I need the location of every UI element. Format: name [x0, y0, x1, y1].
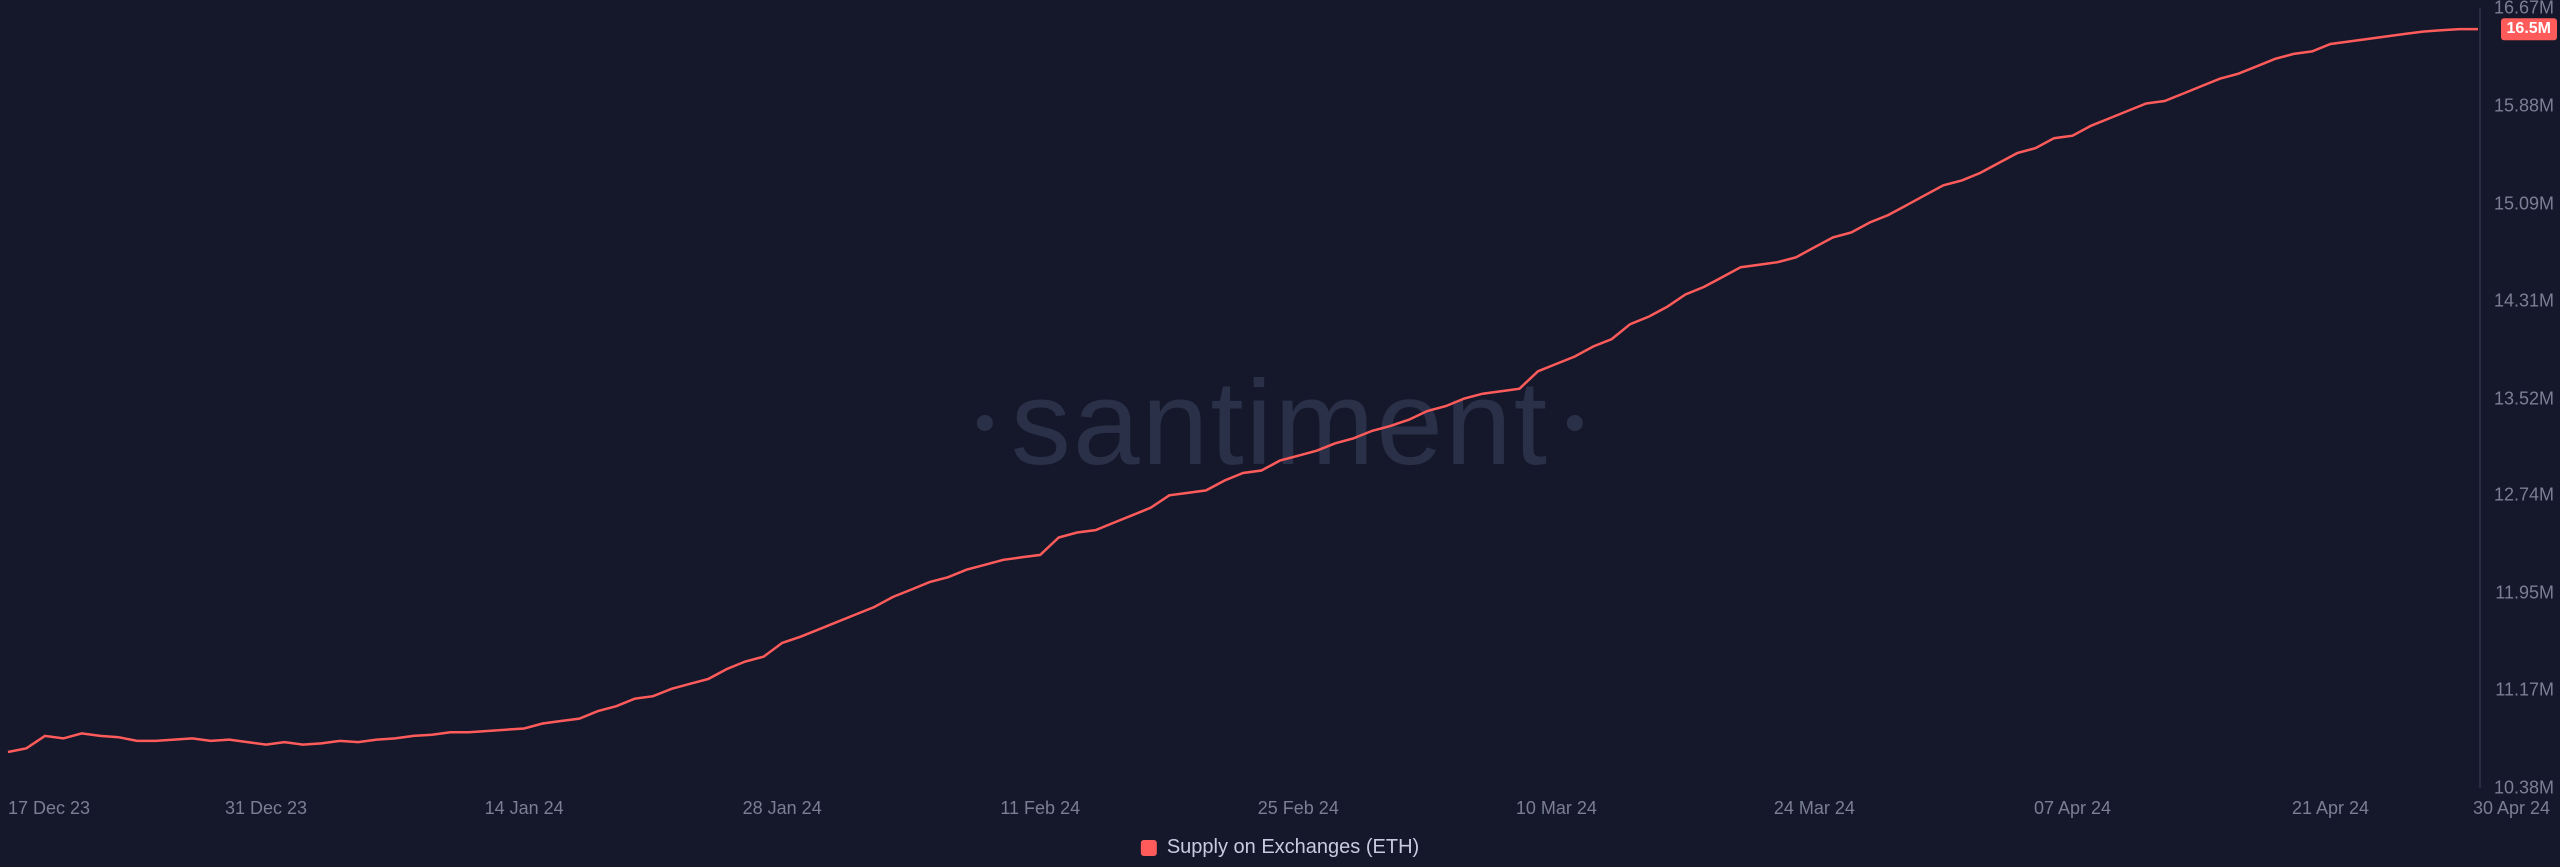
legend-swatch — [1141, 840, 1157, 856]
legend[interactable]: Supply on Exchanges (ETH) — [1141, 836, 1419, 859]
series-line — [8, 29, 2478, 752]
y-tick-label: 16.67M — [2494, 0, 2554, 19]
legend-label: Supply on Exchanges (ETH) — [1167, 836, 1419, 859]
x-tick-label: 17 Dec 23 — [8, 798, 90, 819]
x-tick-label: 07 Apr 24 — [2034, 798, 2111, 819]
y-tick-label: 14.31M — [2494, 290, 2554, 311]
y-tick-label: 15.09M — [2494, 193, 2554, 214]
x-tick-label: 30 Apr 24 — [2473, 798, 2550, 819]
current-value-badge: 16.5M — [2501, 18, 2557, 40]
y-tick-label: 11.17M — [2495, 680, 2554, 701]
x-tick-label: 24 Mar 24 — [1774, 798, 1855, 819]
chart-container: santiment 10.38M11.17M11.95M12.74M13.52M… — [0, 0, 2560, 867]
y-tick-label: 15.88M — [2494, 95, 2554, 116]
x-tick-label: 11 Feb 24 — [1000, 798, 1080, 819]
x-tick-label: 10 Mar 24 — [1516, 798, 1597, 819]
x-tick-label: 21 Apr 24 — [2292, 798, 2369, 819]
y-tick-label: 12.74M — [2494, 485, 2554, 506]
current-value-text: 16.5M — [2507, 20, 2551, 37]
chart-plot[interactable] — [0, 0, 2560, 867]
x-tick-label: 31 Dec 23 — [225, 798, 307, 819]
x-tick-label: 28 Jan 24 — [743, 798, 822, 819]
y-tick-label: 10.38M — [2494, 778, 2554, 799]
x-tick-label: 25 Feb 24 — [1258, 798, 1339, 819]
x-tick-label: 14 Jan 24 — [485, 798, 564, 819]
y-tick-label: 13.52M — [2494, 388, 2554, 409]
y-tick-label: 11.95M — [2495, 583, 2554, 604]
